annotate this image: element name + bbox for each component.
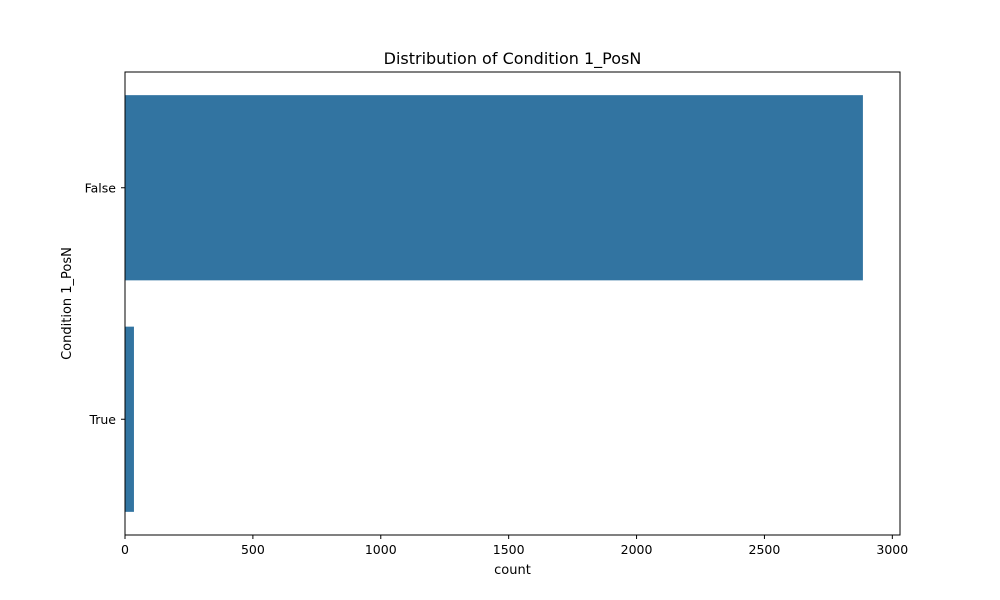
plot-frame bbox=[124, 71, 901, 536]
bar-false bbox=[125, 95, 863, 281]
x-tick-label-1500: 1500 bbox=[493, 542, 525, 557]
bar-true bbox=[125, 326, 134, 512]
x-tick-label-1000: 1000 bbox=[365, 542, 397, 557]
x-tick-label-3000: 3000 bbox=[876, 542, 908, 557]
x-tick-label-2500: 2500 bbox=[749, 542, 781, 557]
y-axis-label: Condition 1_PosN bbox=[60, 247, 75, 360]
x-axis-label: count bbox=[494, 563, 531, 578]
x-tick-label-500: 500 bbox=[241, 542, 265, 557]
x-tick-label-0: 0 bbox=[121, 542, 129, 557]
x-axis: 0 500 1000 1500 2000 2500 3000 bbox=[121, 535, 908, 557]
y-tick-label-false: False bbox=[85, 180, 117, 195]
x-tick-label-2000: 2000 bbox=[621, 542, 653, 557]
y-axis: False True bbox=[85, 180, 125, 427]
y-tick-label-true: True bbox=[88, 412, 116, 427]
bars-group bbox=[125, 95, 863, 512]
chart-title: Distribution of Condition 1_PosN bbox=[384, 49, 642, 69]
